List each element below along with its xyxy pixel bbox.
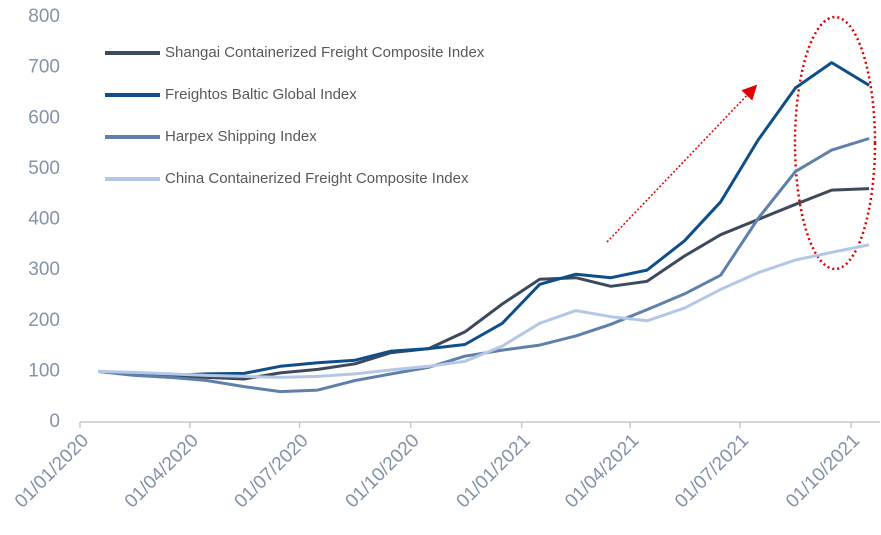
- y-tick-label: 400: [28, 209, 60, 230]
- y-tick-label: 200: [28, 310, 60, 331]
- trend-arrow: [606, 84, 758, 243]
- y-tick-label: 700: [28, 57, 60, 78]
- legend-label: Shangai Containerized Freight Composite …: [165, 44, 485, 61]
- series-line: [98, 243, 870, 379]
- y-tick-label: 0: [49, 411, 60, 432]
- y-tick-label: 500: [28, 158, 60, 179]
- legend-label: Harpex Shipping Index: [165, 128, 317, 145]
- x-tick-label: 01/01/2021: [453, 430, 535, 512]
- x-tick-label: 01/10/2020: [342, 430, 424, 512]
- x-tick-label: 01/07/2020: [231, 430, 313, 512]
- x-tick-label: 01/10/2021: [782, 430, 864, 512]
- series-line: [97, 61, 870, 377]
- y-tick-label: 300: [28, 259, 60, 280]
- x-tick-label: 01/04/2020: [121, 430, 203, 512]
- y-tick-label: 800: [28, 6, 60, 27]
- series-line: [97, 187, 870, 381]
- x-tick-label: 01/01/2020: [11, 430, 93, 512]
- y-tick-label: 100: [28, 360, 60, 381]
- y-tick-label: 600: [28, 107, 60, 128]
- x-tick-label: 01/07/2021: [671, 430, 753, 512]
- x-tick-label: 01/04/2021: [561, 430, 643, 512]
- legend-label: Freightos Baltic Global Index: [165, 86, 357, 103]
- legend-label: China Containerized Freight Composite In…: [165, 170, 469, 187]
- highlight-ellipse: [793, 15, 877, 271]
